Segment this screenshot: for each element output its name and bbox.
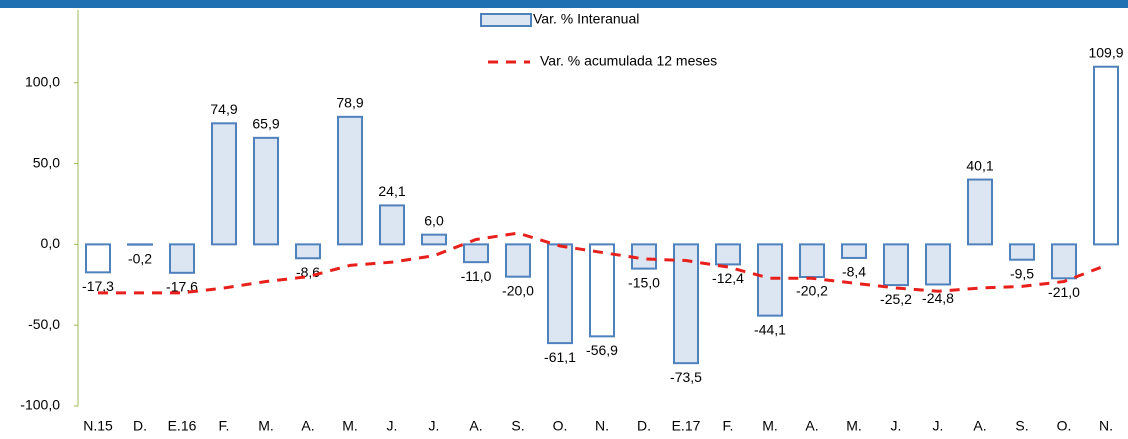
bar bbox=[505, 243, 531, 278]
bar bbox=[379, 204, 405, 246]
x-tick-label: N.15 bbox=[83, 418, 113, 434]
bar bbox=[421, 233, 447, 246]
bar bbox=[967, 178, 993, 246]
bar bbox=[631, 243, 657, 270]
x-tick-label: O. bbox=[1057, 418, 1072, 434]
bar bbox=[295, 243, 321, 260]
x-tick-label: E.17 bbox=[672, 418, 701, 434]
data-label: -56,9 bbox=[586, 342, 618, 358]
legend-label: Var. % Interanual bbox=[533, 11, 639, 27]
x-tick-label: E.16 bbox=[168, 418, 197, 434]
x-tick-label: M. bbox=[762, 418, 778, 434]
legend-label: Var. % acumulada 12 meses bbox=[540, 53, 717, 69]
x-tick-label: D. bbox=[133, 418, 147, 434]
x-tick-label: A. bbox=[301, 418, 314, 434]
data-label: 109,9 bbox=[1088, 44, 1123, 60]
bar bbox=[673, 243, 699, 365]
x-tick-label: M. bbox=[258, 418, 274, 434]
x-tick-label: J. bbox=[387, 418, 398, 434]
data-label: 40,1 bbox=[966, 157, 993, 173]
bar bbox=[85, 243, 111, 274]
bar bbox=[883, 243, 909, 287]
data-label: -15,0 bbox=[628, 274, 660, 290]
data-label: -9,5 bbox=[1010, 265, 1034, 281]
y-tick-label: 100,0 bbox=[25, 73, 60, 89]
data-label: -44,1 bbox=[754, 321, 786, 337]
x-tick-label: N. bbox=[1099, 418, 1113, 434]
data-label: -20,0 bbox=[502, 282, 534, 298]
line bbox=[98, 231, 1107, 295]
x-tick-label: S. bbox=[511, 418, 524, 434]
x-tick-label: M. bbox=[846, 418, 862, 434]
data-label: -12,4 bbox=[712, 270, 744, 286]
bar bbox=[547, 243, 573, 345]
data-label: -17,3 bbox=[82, 278, 114, 294]
x-tick-label: J. bbox=[933, 418, 944, 434]
data-label: 6,0 bbox=[424, 212, 444, 228]
x-tick-label: O. bbox=[553, 418, 568, 434]
x-tick-label: F. bbox=[723, 418, 734, 434]
x-tick-label: M. bbox=[342, 418, 358, 434]
data-label: -24,8 bbox=[922, 290, 954, 306]
y-tick-label: 50,0 bbox=[33, 154, 60, 170]
y-tick-label: -100,0 bbox=[20, 397, 60, 413]
bar bbox=[169, 243, 195, 274]
y-tick-label: -50,0 bbox=[28, 316, 60, 332]
y-tick-label: 0,0 bbox=[41, 235, 61, 251]
x-tick-label: J. bbox=[891, 418, 902, 434]
x-tick-label: F. bbox=[219, 418, 230, 434]
data-label: 65,9 bbox=[252, 116, 279, 132]
x-tick-label: J. bbox=[429, 418, 440, 434]
bar bbox=[253, 136, 279, 246]
x-tick-label: S. bbox=[1015, 418, 1028, 434]
data-label: 24,1 bbox=[378, 183, 405, 199]
bar bbox=[799, 243, 825, 279]
header-band bbox=[0, 0, 1128, 8]
bar bbox=[463, 243, 489, 264]
x-tick-label: A. bbox=[469, 418, 482, 434]
data-label: -21,0 bbox=[1048, 284, 1080, 300]
bar bbox=[925, 243, 951, 286]
data-label: -11,0 bbox=[461, 268, 492, 284]
x-tick-label: N. bbox=[595, 418, 609, 434]
bar bbox=[337, 115, 363, 246]
data-label: -73,5 bbox=[670, 369, 702, 385]
legend-swatch bbox=[480, 13, 532, 27]
x-tick-label: A. bbox=[805, 418, 818, 434]
data-label: 78,9 bbox=[336, 95, 363, 111]
data-label: -20,2 bbox=[796, 283, 828, 299]
x-tick-label: D. bbox=[637, 418, 651, 434]
x-tick-label: A. bbox=[973, 418, 986, 434]
bar bbox=[211, 122, 237, 246]
data-label: -25,2 bbox=[880, 291, 912, 307]
data-label: 74,9 bbox=[210, 101, 237, 117]
data-label: -0,2 bbox=[128, 250, 152, 266]
bar bbox=[589, 243, 615, 338]
bar bbox=[1009, 243, 1035, 261]
bar bbox=[1051, 243, 1077, 280]
bar bbox=[1093, 65, 1119, 246]
bar bbox=[757, 243, 783, 317]
data-label: -8,4 bbox=[842, 264, 866, 280]
bar bbox=[841, 243, 867, 259]
bar bbox=[715, 243, 741, 266]
data-label: -61,1 bbox=[544, 349, 576, 365]
